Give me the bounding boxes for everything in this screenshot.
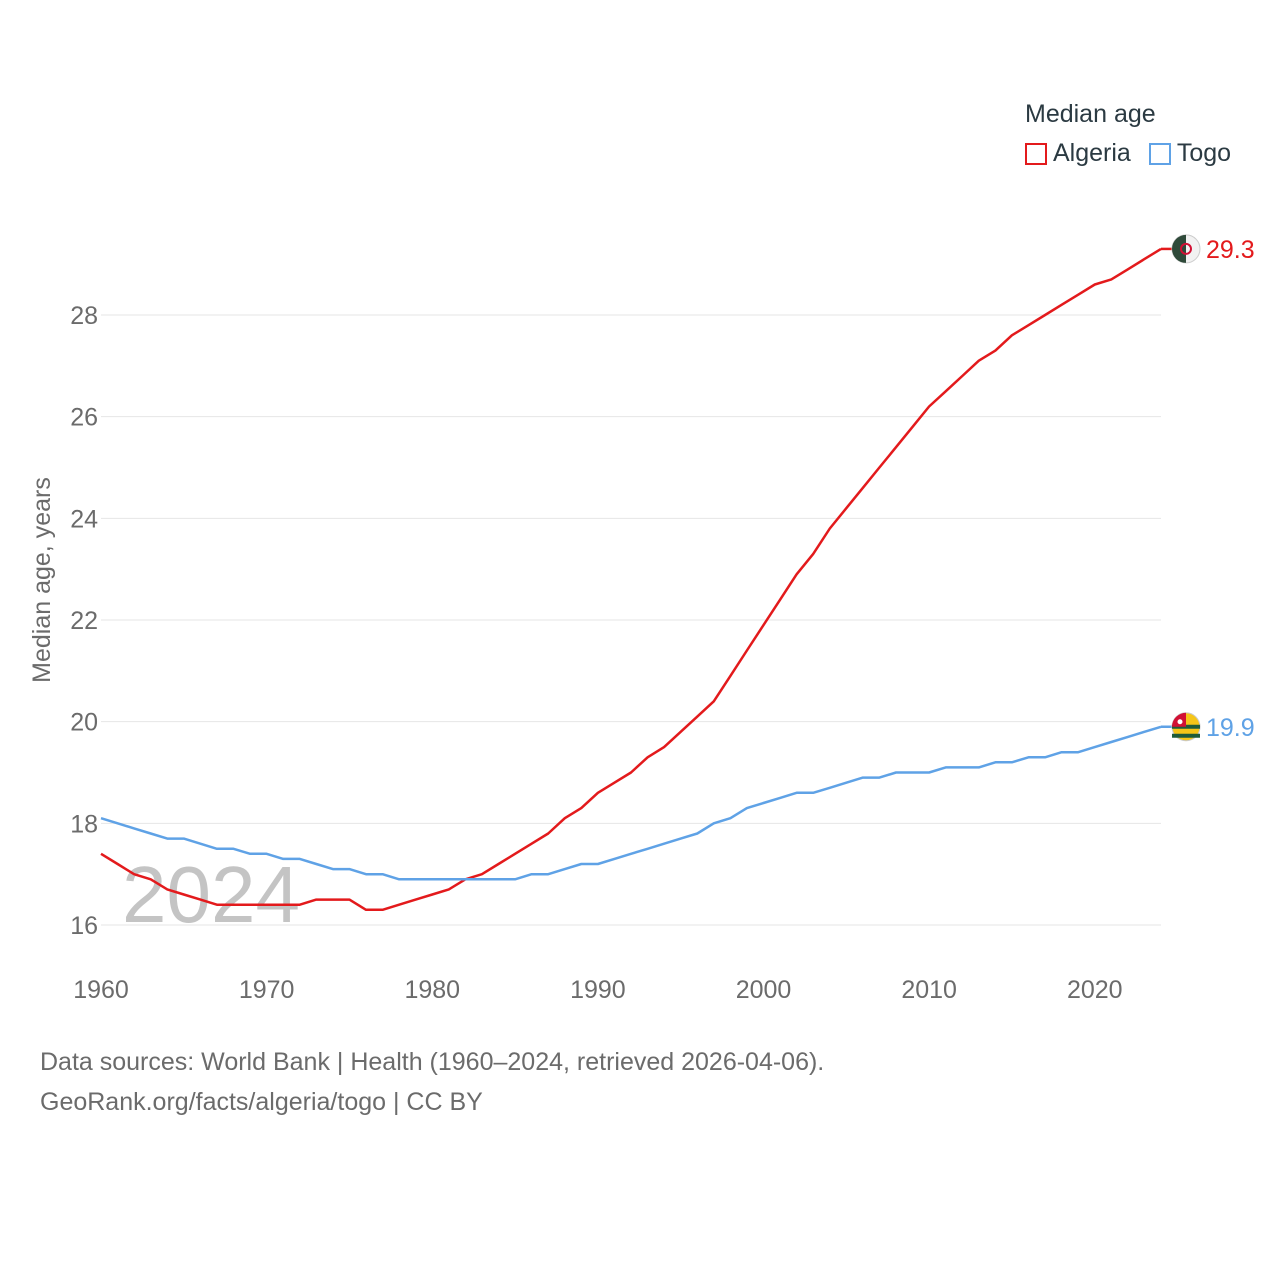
x-tick-label: 2010 xyxy=(901,976,957,1004)
attribution-link[interactable]: GeoRank.org/facts/algeria/togo | CC BY xyxy=(40,1088,483,1116)
x-tick-label: 2000 xyxy=(736,976,792,1004)
y-tick-label: 26 xyxy=(70,404,98,432)
y-axis-ticks: 16 18 20 22 24 26 28 xyxy=(70,302,98,940)
togo-flag-icon xyxy=(1171,712,1201,742)
x-tick-label: 2020 xyxy=(1067,976,1123,1004)
y-axis-label: Median age, years xyxy=(28,477,56,683)
y-tick-label: 22 xyxy=(70,607,98,635)
series-line-togo[interactable] xyxy=(100,725,1162,881)
gridlines xyxy=(101,314,1161,926)
data-source-text: Data sources: World Bank | Health (1960–… xyxy=(40,1048,825,1076)
x-tick-label: 1960 xyxy=(73,976,129,1004)
y-tick-label: 16 xyxy=(70,912,98,940)
legend: Median age Algeria Togo xyxy=(1025,100,1249,168)
legend-item-togo[interactable]: Togo xyxy=(1148,139,1232,168)
x-tick-label: 1990 xyxy=(570,976,626,1004)
legend-label-algeria: Algeria xyxy=(1053,139,1131,167)
series-lines xyxy=(100,247,1162,912)
legend-label-togo: Togo xyxy=(1176,139,1232,167)
end-value-label-algeria: 29.3 xyxy=(1206,236,1255,264)
footer: Data sources: World Bank | Health (1960–… xyxy=(40,1042,824,1122)
y-tick-label: 20 xyxy=(70,709,98,737)
y-tick-label: 28 xyxy=(70,302,98,330)
year-watermark: 2024 xyxy=(122,850,300,939)
x-axis-ticks: 1960 1970 1980 1990 2000 2010 2020 xyxy=(73,976,1122,1004)
x-tick-label: 1980 xyxy=(404,976,460,1004)
x-tick-label: 1970 xyxy=(239,976,295,1004)
legend-title: Median age xyxy=(1025,100,1156,128)
algeria-flag-icon xyxy=(1171,234,1201,264)
series-line-algeria[interactable] xyxy=(100,247,1162,912)
y-tick-label: 24 xyxy=(70,505,98,533)
end-value-label-togo: 19.9 xyxy=(1206,714,1255,742)
legend-swatch-togo xyxy=(1148,142,1171,165)
y-tick-label: 18 xyxy=(70,810,98,838)
legend-item-algeria[interactable]: Algeria xyxy=(1025,139,1131,168)
legend-swatch-algeria xyxy=(1025,142,1047,165)
series-end-markers: 29.3 19.9 xyxy=(1161,234,1255,742)
